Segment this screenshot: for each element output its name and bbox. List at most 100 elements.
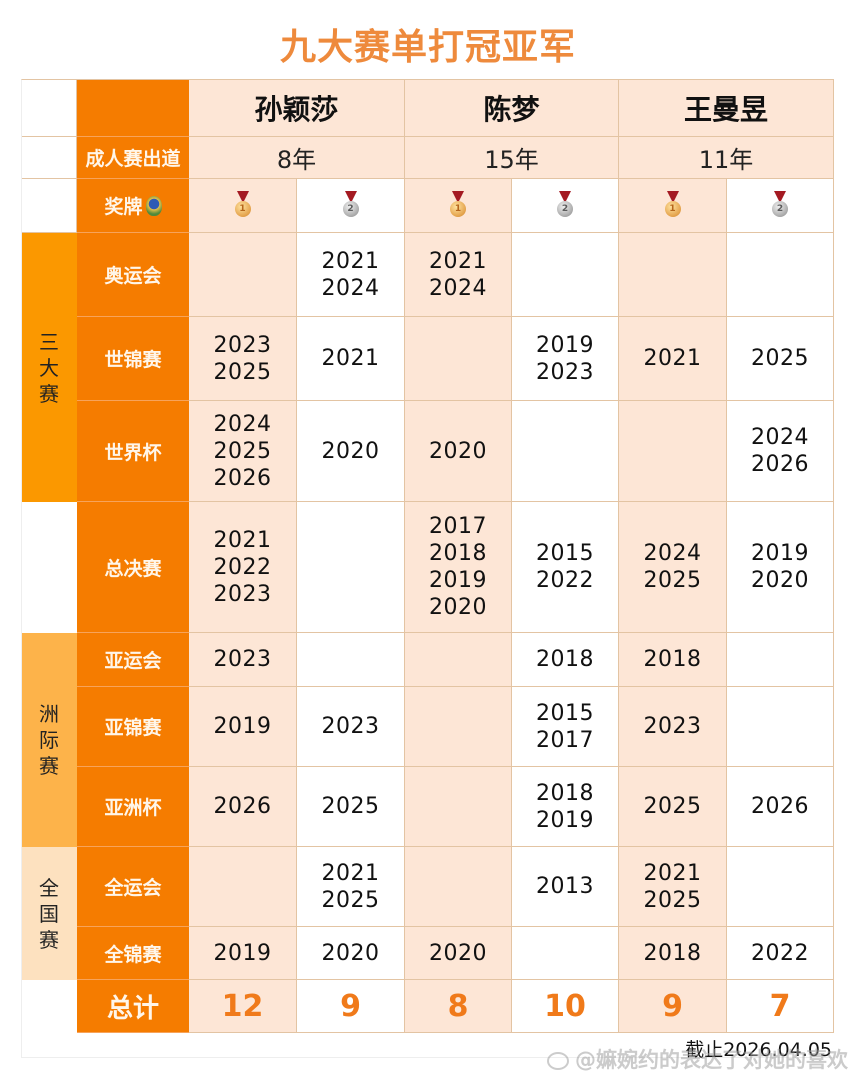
year-value: 2025 [321,794,380,819]
medal-number: 1 [664,200,681,217]
category-label: 洲际赛 [21,633,77,847]
year-cell: 2021 2025 [619,847,727,927]
medal-label: 奖牌 [77,179,189,233]
year-value: 2019 [536,807,594,833]
year-value: 2021 [321,860,380,886]
category-label: 三大赛 [21,233,77,502]
total-cell: 9 [619,980,727,1033]
gold-medal-icon: 1 [664,190,682,221]
player-name-header: 王曼昱 [619,79,834,137]
year-cell: 2023 [619,687,727,767]
year-cell: 2025 [727,317,834,401]
debut-years: 15年 [484,146,539,174]
medal-header-cell: 1 [189,179,297,233]
category-char: 赛 [39,927,59,952]
event-label: 亚运会 [77,633,189,687]
year-value: 2019 [429,568,487,593]
year-value: 2023 [643,714,702,739]
year-cell: 2018 [619,633,727,687]
category-char: 洲 [39,702,59,726]
total-cell: 8 [405,980,512,1033]
year-cell [619,401,727,502]
year-value: 2019 [213,714,272,739]
year-value: 2013 [536,874,594,899]
medal-ribbon [344,190,357,203]
year-value: 2026 [751,452,809,477]
year-value: 2020 [429,595,487,620]
event-name: 世锦赛 [104,349,162,371]
year-value: 2017 [429,514,487,539]
total-label: 总计 [77,980,189,1033]
year-value: 2023 [213,581,272,607]
year-value: 2025 [213,359,272,385]
medal-header-cell: 2 [727,179,834,233]
event-label: 世界杯 [77,401,189,502]
year-cell: 2021 [619,317,727,401]
year-cell [727,687,834,767]
year-cell: 2023 [297,687,405,767]
medal-number: 1 [234,200,251,217]
event-label: 世锦赛 [77,317,189,401]
year-value: 2019 [536,332,594,358]
year-value: 2024 [429,275,487,301]
year-cell [405,633,512,687]
category-char: 大 [39,355,59,380]
blank-cell [21,980,77,1033]
player-name-header: 孙颖莎 [189,79,405,137]
medal-ribbon [559,190,571,203]
category-char: 际 [39,728,59,752]
year-cell: 2024 2026 [727,401,834,502]
year-value: 2020 [321,438,380,464]
year-value: 2021 [643,860,702,886]
year-cell [297,633,405,687]
year-cell: 2019 2023 [512,317,619,401]
year-cell [512,233,619,317]
year-value: 2023 [213,647,272,672]
year-cell [405,767,512,847]
year-value: 2025 [643,794,702,819]
event-name: 奥运会 [104,265,162,287]
year-cell [727,233,834,317]
year-cell: 2019 [189,687,297,767]
watermark: @嫲婉约的表达了对她的喜欢 [547,1044,848,1074]
year-cell [727,633,834,687]
header-corner [77,79,189,137]
debut-label-text: 成人赛出道 [85,148,181,170]
year-cell [619,233,727,317]
gold-medal-icon: 1 [234,190,252,221]
year-value: 2018 [643,647,702,672]
medal-ribbon [236,190,249,203]
year-cell [512,927,619,980]
year-cell: 2021 2024 [297,233,405,317]
player-debut: 11年 [619,137,834,179]
year-cell [405,317,512,401]
event-label: 总决赛 [77,502,189,633]
debut-label: 成人赛出道 [77,137,189,179]
year-value: 2020 [321,940,380,966]
year-value: 2020 [429,940,487,966]
year-value: 2024 [751,425,809,450]
year-cell: 2021 2024 [405,233,512,317]
year-cell [189,847,297,927]
player-name: 陈梦 [483,92,540,126]
medal-number: 2 [342,200,359,217]
year-value: 2023 [321,714,380,739]
year-cell: 2018 [512,633,619,687]
event-label: 亚洲杯 [77,767,189,847]
year-cell: 2023 [189,633,297,687]
year-cell: 2019 2020 [727,502,834,633]
year-value: 2018 [429,541,487,566]
year-cell: 2021 2022 2023 [189,502,297,633]
year-cell: 2026 [727,767,834,847]
total-value: 10 [544,988,586,1024]
year-value: 2025 [321,887,380,913]
medal-ribbon [452,190,464,203]
year-value: 2024 [213,411,272,437]
year-value: 2020 [751,568,809,593]
year-cell: 2017 2018 2019 2020 [405,502,512,633]
year-value: 2021 [429,248,487,274]
year-value: 2021 [213,527,272,553]
team-emblem-icon [145,195,162,216]
medal-number: 2 [557,200,573,217]
event-name: 亚运会 [104,650,162,672]
